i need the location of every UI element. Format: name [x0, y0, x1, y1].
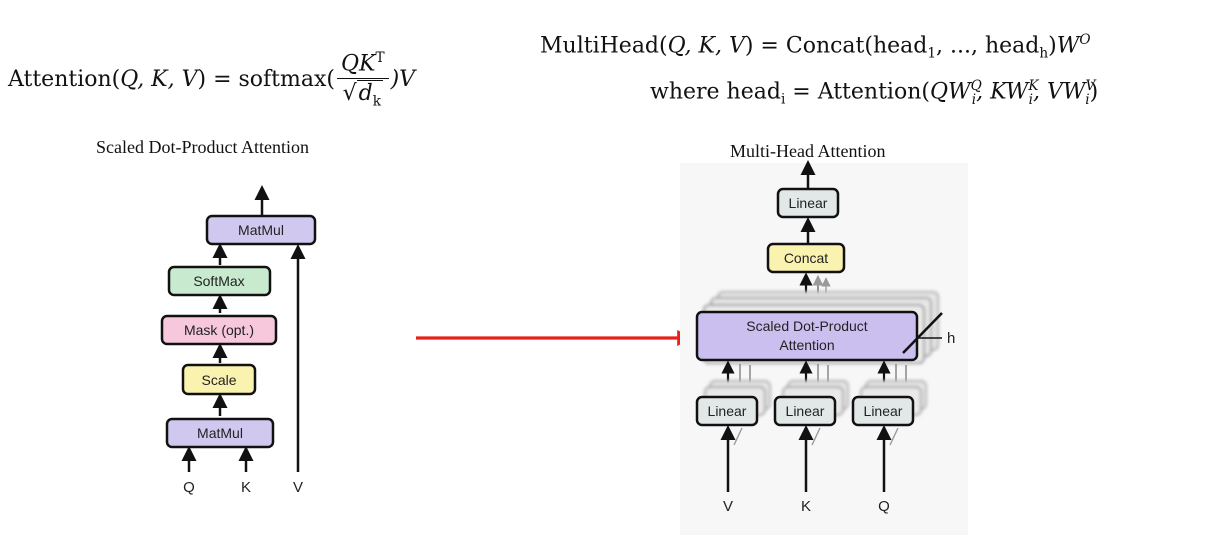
attention-formula-rhs: )V [390, 66, 416, 92]
linear-top-label: Linear [789, 195, 828, 211]
concat-label: Concat [784, 250, 828, 266]
mask-box [160, 314, 278, 346]
attention-fraction-numerator: QK [341, 51, 376, 77]
multihead-attention-title: Multi-Head Attention [730, 141, 886, 161]
matmul-bottom-box [165, 417, 275, 449]
input-v-label: V [293, 479, 303, 496]
multihead-input-q-label: Q [878, 498, 890, 515]
linear-k-label: Linear [786, 403, 825, 419]
attention-fraction-denominator-sub: k [372, 93, 381, 110]
sdpa-label-line2: Attention [779, 337, 834, 353]
head-i-vw: , VW [1032, 79, 1086, 105]
head-i-kw-sub: i [1028, 91, 1033, 108]
head-i-eq: = Attention( [785, 79, 930, 105]
input-shadow-arrows [733, 427, 899, 446]
attention-formula-args: Q, K, V [120, 66, 198, 92]
multihead-concat: ) = Concat(head [744, 33, 928, 59]
scaled-attention-title: Scaled Dot-Product Attention [96, 137, 309, 157]
multihead-lhs: MultiHead( [540, 33, 668, 59]
multihead-sub-h: h [1039, 45, 1049, 62]
linear-v-label: Linear [708, 403, 747, 419]
sdpa-box [695, 310, 919, 362]
head-i-qw-sup: Q [970, 78, 982, 94]
h-bracket-line [902, 312, 943, 354]
attention-fraction: QKT √dk [337, 50, 389, 110]
head-i-kw: , KW [976, 79, 1029, 105]
multihead-formula-line1: MultiHead(Q, K, V) = Concat(head1, ..., … [540, 32, 1091, 62]
scale-box [181, 363, 257, 396]
input-q-label: Q [183, 479, 195, 496]
attention-formula-mid: ) = softmax( [197, 66, 336, 92]
matmul-bottom-label: MatMul [197, 425, 243, 441]
multihead-input-k-label: K [801, 498, 811, 515]
linear-q-label: Linear [864, 403, 903, 419]
multihead-attention-diagram: Linear Concat Scaled Dot-Product Attenti… [680, 160, 968, 535]
mask-label: Mask (opt.) [184, 322, 254, 338]
matmul-top-box [205, 214, 317, 246]
head-i-kw-sup: K [1028, 78, 1039, 94]
attention-fraction-denominator: d [358, 81, 373, 107]
concat-box [766, 242, 846, 274]
multihead-dots: , ..., head [936, 33, 1040, 59]
head-i-where: where head [650, 79, 781, 105]
scaled-attention-diagram: MatMul SoftMax Mask (opt.) Scale MatMul … [160, 185, 317, 496]
h-label: h [947, 330, 955, 347]
multihead-input-v-label: V [723, 498, 733, 515]
matmul-top-label: MatMul [238, 222, 284, 238]
multihead-close: ) [1048, 33, 1057, 59]
softmax-box [167, 265, 272, 297]
input-k-label: K [241, 479, 251, 496]
scale-label: Scale [201, 372, 236, 388]
multihead-w: W [1056, 33, 1080, 59]
attention-fraction-numerator-sup: T [375, 50, 385, 66]
multihead-w-sup: O [1079, 32, 1091, 48]
head-i-vw-sup: V [1085, 78, 1096, 94]
sqrt-sign-icon: √ [342, 81, 357, 107]
head-i-vw-sub: i [1085, 91, 1090, 108]
attention-formula: Attention(Q, K, V) = softmax( QKT √dk )V [8, 50, 415, 110]
softmax-label: SoftMax [193, 273, 244, 289]
head-i-qw-sub: i [971, 91, 977, 108]
multihead-formula-line2: where headi = Attention(QWQi, KWKi, VWVi… [650, 78, 1098, 108]
sdpa-label-line1: Scaled Dot-Product [746, 318, 868, 334]
multihead-args: Q, K, V [667, 33, 745, 59]
multihead-sub-1: 1 [927, 45, 937, 62]
head-i-close: ) [1089, 79, 1099, 105]
head-i-qw: QW [929, 79, 971, 105]
head-i-sub: i [780, 91, 786, 108]
attention-formula-lhs: Attention( [8, 66, 121, 92]
